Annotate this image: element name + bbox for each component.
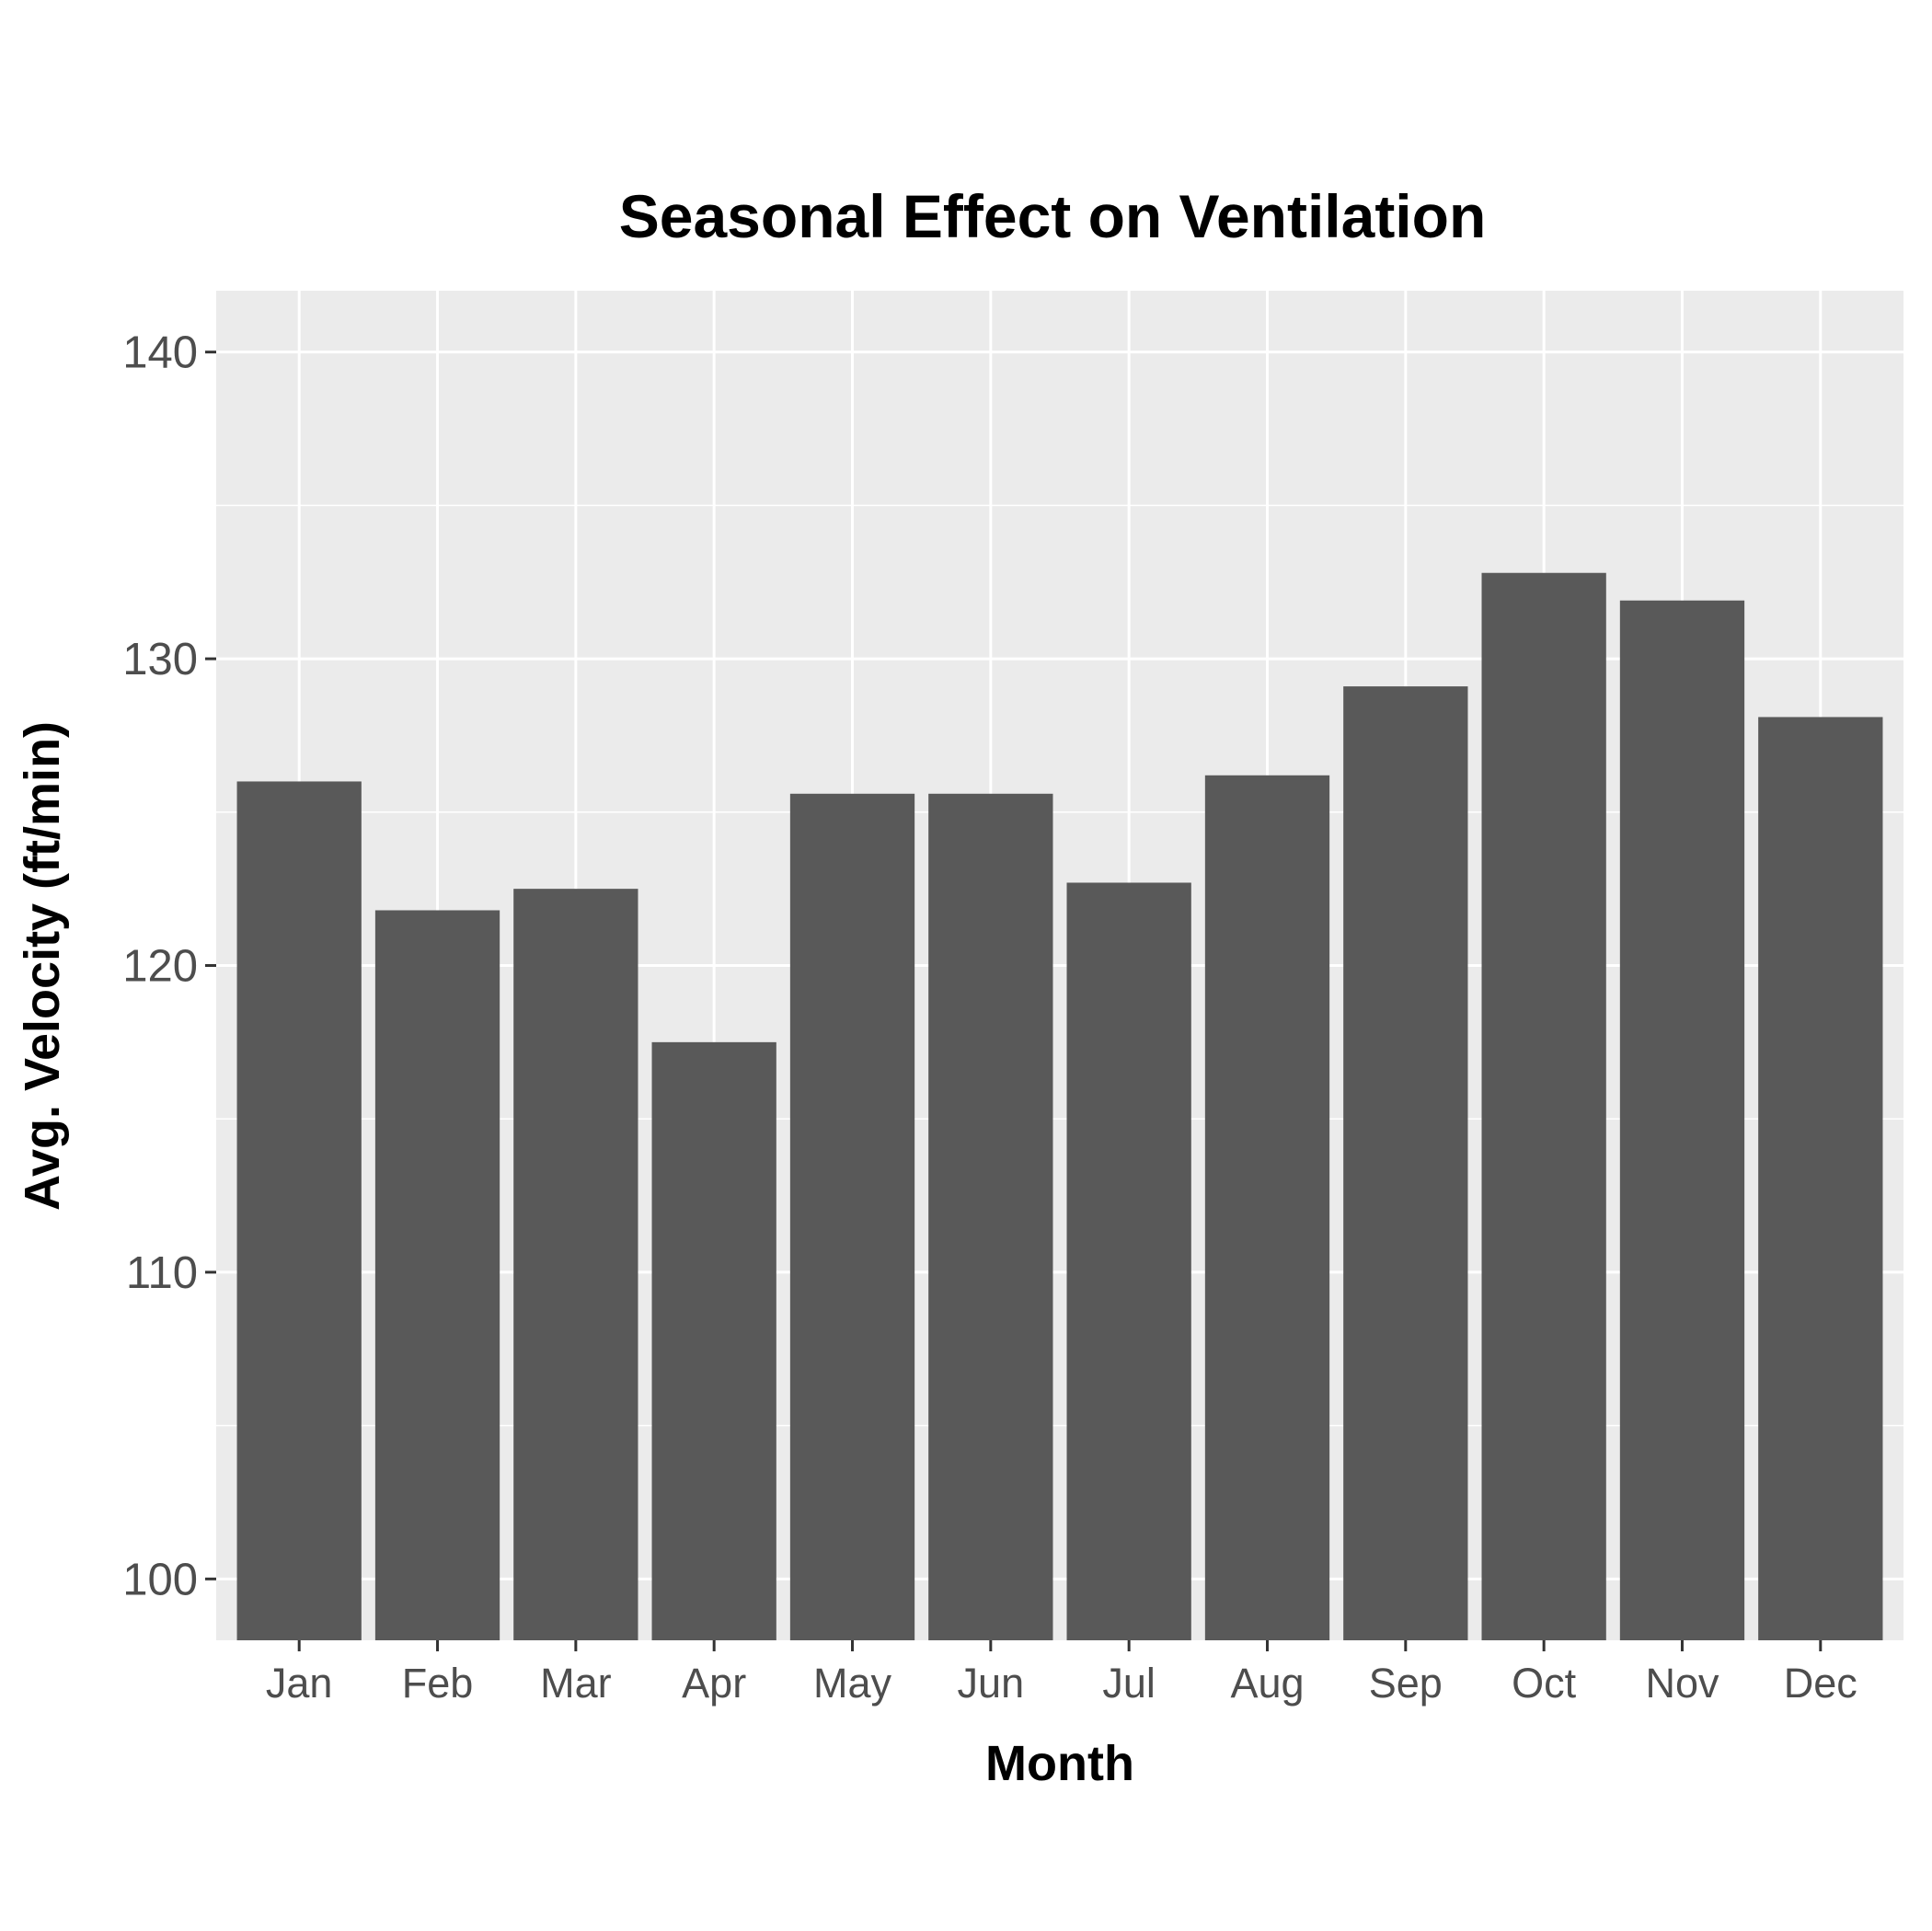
x-tick-label: Dec (1784, 1660, 1857, 1707)
y-tick-label: 130 (122, 635, 198, 684)
x-tick-label: Mar (540, 1660, 612, 1707)
chart-title: Seasonal Effect on Ventilation (619, 182, 1487, 250)
x-tick-label: Oct (1512, 1660, 1577, 1707)
x-tick-label: Feb (402, 1660, 474, 1707)
x-tick-label: Jun (958, 1660, 1025, 1707)
x-tick-label: May (813, 1660, 892, 1707)
y-axis-title: Avg. Velocity (ft/min) (15, 721, 70, 1211)
x-tick-label: Apr (682, 1660, 746, 1707)
bar-dec (1758, 717, 1883, 1640)
bars (236, 572, 1883, 1641)
bar-nov (1619, 600, 1745, 1640)
y-tick-label: 140 (122, 328, 198, 378)
x-tick-label: Aug (1230, 1660, 1304, 1707)
bar-jul (1066, 882, 1191, 1640)
y-axis: 100 110 120 130 140 (122, 328, 216, 1604)
y-tick-label: 110 (126, 1248, 198, 1298)
bar-mar (513, 889, 638, 1640)
x-tick-label: Nov (1645, 1660, 1719, 1707)
bar-may (789, 793, 915, 1640)
bar-jan (236, 781, 362, 1640)
x-tick-label: Jan (266, 1660, 333, 1707)
bar-apr (651, 1041, 776, 1640)
y-tick-label: 120 (122, 942, 198, 992)
x-tick-label: Sep (1369, 1660, 1443, 1707)
y-tick-label: 100 (122, 1555, 198, 1604)
x-axis-title: Month (985, 1736, 1134, 1791)
bar-sep (1343, 686, 1468, 1641)
bar-feb (374, 910, 500, 1640)
x-tick-label: Jul (1102, 1660, 1156, 1707)
bar-jun (928, 793, 1053, 1640)
bar-aug (1204, 775, 1330, 1640)
bar-oct (1481, 572, 1606, 1641)
x-axis: Jan Feb Mar Apr May Jun Jul Aug Sep Oct Nov Dec (266, 1640, 1857, 1707)
